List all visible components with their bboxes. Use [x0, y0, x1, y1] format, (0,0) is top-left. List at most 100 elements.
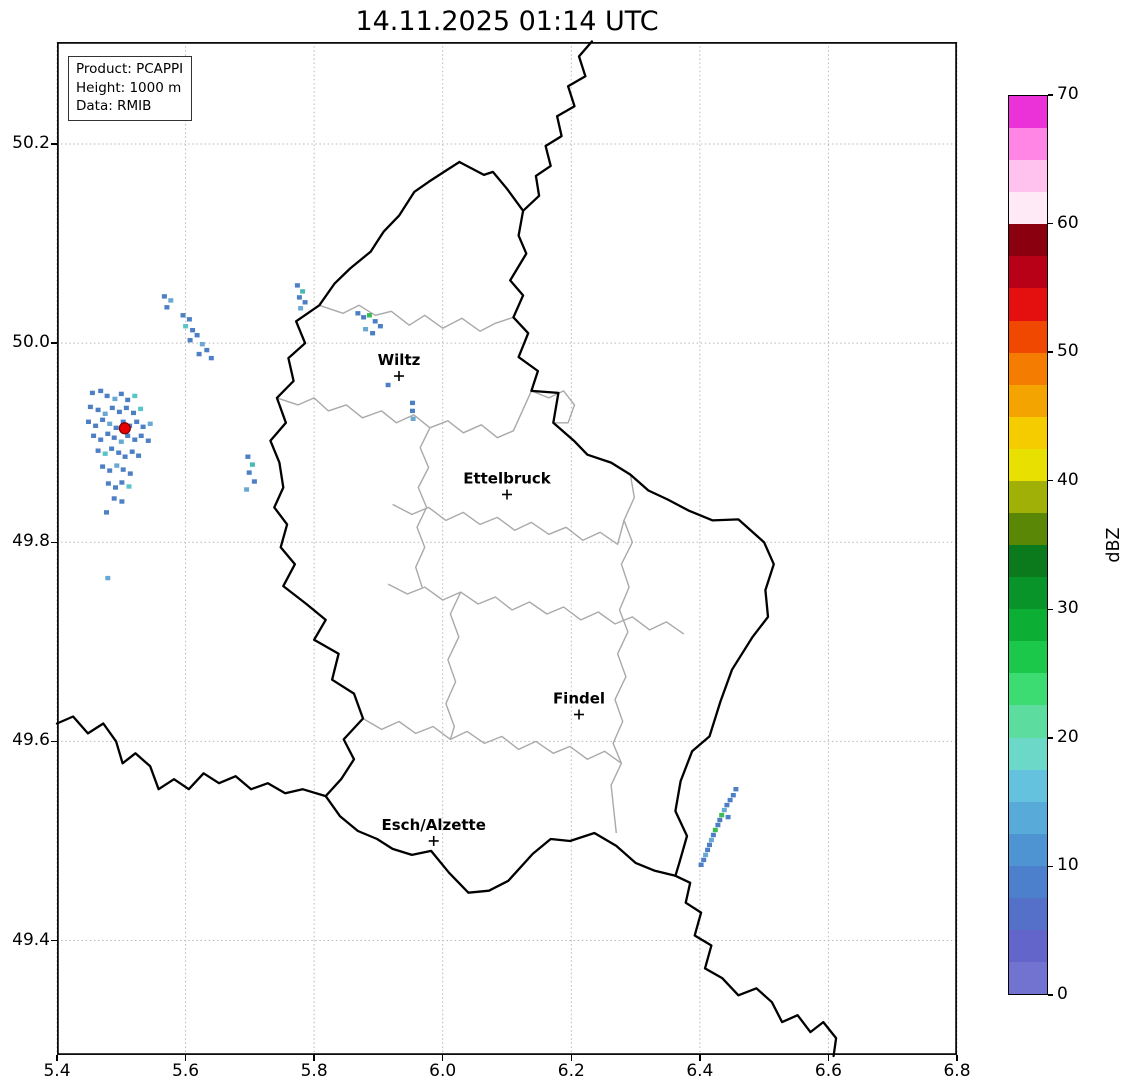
map-plot: Wiltz Ettelbruck Findel Esch/Alzette Produc… [55, 40, 958, 1058]
radar-echo [116, 450, 122, 455]
radar-echo [129, 449, 135, 454]
x-tick-mark [184, 1055, 187, 1061]
colorbar-band [1009, 320, 1047, 353]
radar-echo [180, 313, 186, 318]
radar-echo [410, 408, 415, 414]
radar-site-marker [118, 422, 131, 435]
colorbar [1008, 95, 1048, 995]
radar-echo [710, 832, 716, 838]
colorbar-band [1009, 96, 1047, 129]
radar-echo [719, 812, 725, 818]
radar-echo [715, 822, 721, 828]
radar-echo [107, 421, 113, 426]
colorbar-unit-label: dBZ [1104, 527, 1124, 563]
radar-echo [105, 431, 111, 436]
country-border [521, 40, 594, 212]
district-border [531, 390, 576, 424]
district-border [319, 304, 514, 332]
x-tick-label: 6.6 [814, 1061, 842, 1081]
radar-echo [294, 283, 300, 288]
colorbar-band [1009, 224, 1047, 257]
radar-echo [186, 317, 192, 322]
radar-echo [183, 324, 189, 329]
colorbar-tick-label: 20 [1057, 726, 1079, 747]
x-tick-label: 6.4 [686, 1061, 714, 1081]
colorbar-tick-mark [1048, 222, 1053, 225]
radar-echo [245, 454, 251, 459]
colorbar-band [1009, 545, 1047, 578]
radar-echo [366, 313, 372, 318]
district-border [392, 503, 625, 545]
radar-echo [102, 451, 108, 456]
radar-echo [355, 311, 361, 316]
radar-echo [147, 421, 153, 426]
radar-echo [111, 496, 117, 501]
colorbar-band [1009, 192, 1047, 225]
city-label: Esch/Alzette [382, 816, 486, 834]
x-tick-mark [313, 1055, 315, 1061]
radar-echo [145, 438, 151, 443]
radar-echo [122, 454, 128, 459]
district-border [387, 583, 685, 635]
district-border [445, 591, 462, 740]
colorbar-band [1009, 801, 1047, 834]
y-tick-mark [51, 740, 57, 743]
district-border [610, 474, 635, 834]
radar-echo [733, 787, 739, 792]
colorbar-tick-label: 60 [1057, 212, 1079, 233]
colorbar-tick-label: 30 [1057, 598, 1079, 619]
colorbar-tick-label: 70 [1057, 84, 1079, 104]
radar-echo [717, 817, 723, 823]
x-tick-label: 5.6 [172, 1061, 200, 1081]
y-tick-label: 49.8 [12, 531, 50, 552]
colorbar-band [1009, 641, 1047, 674]
colorbar-band [1009, 352, 1047, 385]
colorbar-tick-mark [1048, 480, 1053, 482]
radar-echo [724, 802, 730, 808]
radar-echo [93, 423, 99, 428]
radar-echo [107, 468, 113, 473]
colorbar-band [1009, 256, 1047, 289]
country-border [55, 715, 327, 798]
y-tick-mark [51, 541, 57, 543]
radar-echo [120, 419, 126, 424]
info-height: Height: 1000 m [76, 79, 182, 96]
radar-echo [296, 295, 302, 300]
colorbar-band [1009, 609, 1047, 642]
colorbar-tick-label: 0 [1057, 984, 1068, 1004]
colorbar-tick-mark [1048, 608, 1053, 610]
city-label: Wiltz [378, 351, 421, 369]
colorbar-tick-mark [1048, 994, 1053, 996]
radar-echo [361, 315, 367, 320]
radar-echo [410, 416, 416, 421]
district-border [276, 390, 533, 439]
radar-echo [112, 396, 118, 402]
radar-echo [196, 351, 202, 357]
radar-echo [104, 510, 109, 515]
plot-frame [57, 42, 957, 1055]
y-tick-label: 50.2 [12, 133, 50, 154]
colorbar-band [1009, 897, 1047, 931]
country-border [269, 160, 775, 894]
radar-echo [138, 433, 144, 438]
radar-echo [251, 479, 257, 484]
radar-echo [194, 333, 200, 338]
radar-echo [363, 327, 369, 332]
colorbar-tick-mark [1048, 737, 1053, 739]
radar-echo [134, 419, 140, 424]
radar-echo [727, 797, 733, 803]
colorbar-band [1009, 962, 1047, 995]
colorbar-band [1009, 160, 1047, 193]
radar-echo [113, 485, 118, 490]
y-tick-label: 49.4 [12, 929, 50, 950]
radar-echo [377, 324, 383, 329]
radar-echo [410, 400, 415, 406]
radar-echo [249, 462, 255, 467]
radar-echo [168, 298, 174, 303]
colorbar-band [1009, 288, 1047, 321]
colorbar-band [1009, 865, 1047, 898]
radar-echo [127, 471, 133, 476]
page-title: 14.11.2025 01:14 UTC [355, 6, 659, 37]
x-tick-label: 5.8 [300, 1061, 328, 1081]
